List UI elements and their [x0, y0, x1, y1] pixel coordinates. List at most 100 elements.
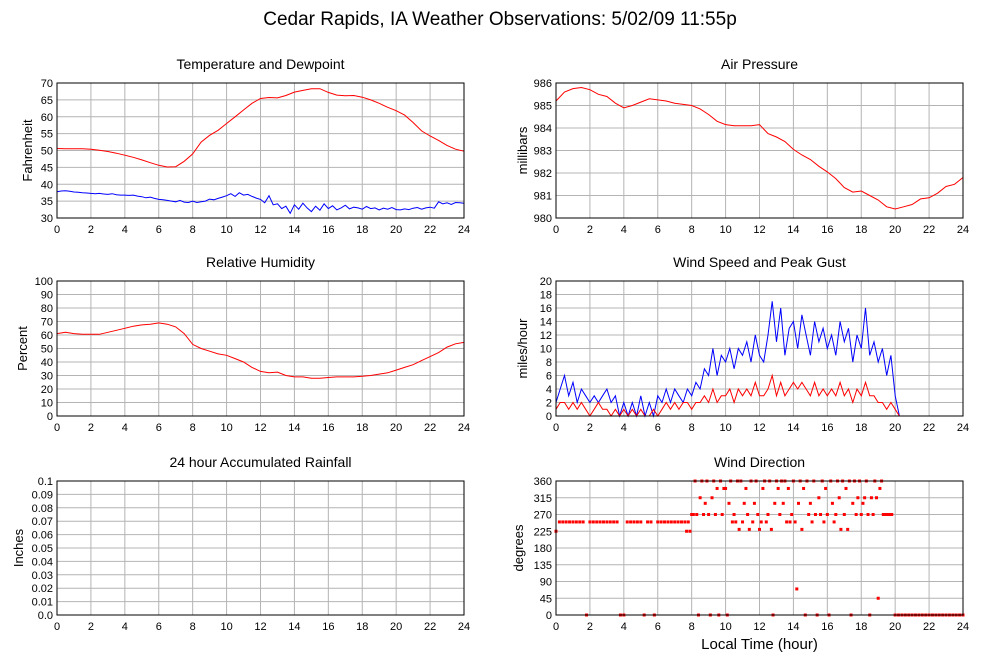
- y-tick-label: 16: [540, 303, 552, 315]
- y-tick-label: 14: [540, 317, 552, 329]
- x-tick-label: 22: [424, 422, 436, 434]
- y-tick-label: 60: [41, 112, 53, 124]
- wind-direction-point: [581, 520, 585, 524]
- wind-direction-point: [797, 501, 801, 505]
- peak-gust-line: [555, 301, 963, 418]
- y-tick-label: 0.04: [32, 556, 53, 568]
- wind-direction-point: [800, 527, 804, 531]
- wind-direction-point: [825, 513, 829, 516]
- x-tick-label: 20: [390, 224, 402, 236]
- y-tick-label: 0.05: [32, 543, 53, 555]
- y-axis-label: miles/hour: [515, 318, 530, 379]
- y-tick-label: 0.01: [32, 597, 53, 609]
- page-title: Cedar Rapids, IA Weather Observations: 5…: [263, 9, 737, 30]
- x-tick-label: 2: [88, 621, 94, 633]
- x-tick-label: 0: [553, 224, 559, 236]
- wind-direction-point: [720, 513, 724, 516]
- wind-direction-point: [669, 520, 673, 524]
- y-tick-label: 2: [546, 398, 552, 410]
- y-tick-label: 35: [41, 196, 53, 208]
- wind-direction-point: [656, 520, 660, 524]
- y-tick-label: 45: [41, 162, 53, 174]
- wind-direction-point: [890, 513, 894, 516]
- x-tick-label: 0: [54, 621, 60, 633]
- wind-direction-point: [886, 513, 890, 516]
- wind-direction-point: [659, 520, 663, 524]
- y-tick-label: 30: [41, 213, 53, 225]
- wind-direction-point: [878, 486, 882, 490]
- wind-speed-line: [555, 373, 963, 417]
- wind-direction-point: [564, 520, 568, 524]
- y-axis-label: millibars: [515, 126, 530, 174]
- x-tick-label: 6: [156, 422, 162, 434]
- x-tick-label: 10: [220, 224, 232, 236]
- wind-direction-point: [817, 496, 821, 500]
- wind-direction-point: [881, 513, 885, 516]
- x-tick-label: 14: [787, 422, 799, 434]
- x-tick-label: 16: [322, 621, 334, 633]
- y-tick-label: 60: [41, 330, 53, 342]
- x-tick-label: 18: [356, 224, 368, 236]
- x-tick-label: 18: [356, 422, 368, 434]
- chart-title: 24 hour Accumulated Rainfall: [169, 454, 351, 470]
- x-tick-label: 22: [923, 621, 935, 633]
- wind-direction-point: [639, 520, 643, 524]
- wind-direction-point: [690, 513, 694, 516]
- wind-direction-point: [703, 501, 707, 505]
- wind-direction-point: [561, 520, 565, 524]
- humidity-line: [56, 322, 465, 379]
- wind-direction-point: [842, 513, 846, 516]
- x-tick-label: 0: [553, 422, 559, 434]
- x-tick-label: 14: [787, 621, 799, 633]
- x-tick-label: 18: [356, 621, 368, 633]
- wind-direction-point: [766, 513, 770, 516]
- x-tick-label: 20: [889, 224, 901, 236]
- x-tick-label: 18: [855, 224, 867, 236]
- wind-direction-point: [808, 501, 812, 505]
- x-tick-label: 24: [957, 224, 969, 236]
- wind-direction-point: [854, 513, 858, 516]
- x-tick-label: 4: [122, 224, 128, 236]
- wind-direction-point: [741, 520, 745, 524]
- x-tick-label: 16: [821, 224, 833, 236]
- x-tick-label: 8: [190, 422, 196, 434]
- wind-direction-point: [734, 520, 738, 524]
- y-tick-label: 225: [534, 526, 552, 538]
- rainfall-panel: 0 2 4 6 8 10 12 14 16 18 20 22 240.00.010.020.030.04…: [11, 454, 470, 633]
- temperature-line: [56, 88, 465, 168]
- wind-direction-point: [839, 527, 843, 531]
- plot-border: [56, 82, 465, 219]
- y-tick-label: 100: [35, 276, 53, 288]
- x-tick-label: 6: [655, 621, 661, 633]
- x-tick-label: 4: [621, 422, 627, 434]
- x-tick-label: 22: [923, 422, 935, 434]
- y-tick-label: 80: [41, 303, 53, 315]
- wind-direction-point: [846, 527, 850, 531]
- chart-title: Wind Direction: [714, 454, 805, 470]
- wind-direction-point: [605, 520, 609, 524]
- wind-direction-point: [591, 520, 595, 524]
- y-tick-label: 10: [540, 344, 552, 356]
- y-tick-label: 0.03: [32, 570, 53, 582]
- y-tick-label: 6: [546, 371, 552, 383]
- x-tick-label: 8: [689, 224, 695, 236]
- y-tick-label: 90: [540, 577, 552, 589]
- x-tick-label: 8: [190, 621, 196, 633]
- x-tick-label: 12: [254, 224, 266, 236]
- y-tick-label: 983: [534, 146, 552, 158]
- wind-direction-point: [834, 513, 838, 516]
- y-tick-label: 981: [534, 191, 552, 203]
- y-tick-label: 4: [546, 384, 552, 396]
- wind-direction-point: [830, 501, 834, 505]
- wind-direction-point: [691, 513, 695, 516]
- x-tick-label: 22: [424, 621, 436, 633]
- temperature-dewpoint-panel: 0 2 4 6 8 10 12 14 16 18 20 22 24303540455055606570T…: [20, 56, 470, 236]
- wind-direction-point: [702, 513, 706, 516]
- y-tick-label: 0: [546, 411, 552, 423]
- x-tick-label: 4: [621, 621, 627, 633]
- y-tick-label: 984: [534, 123, 552, 135]
- wind-direction-point: [888, 513, 892, 516]
- y-tick-label: 50: [41, 344, 53, 356]
- x-tick-label: 16: [322, 224, 334, 236]
- x-tick-label: 14: [787, 224, 799, 236]
